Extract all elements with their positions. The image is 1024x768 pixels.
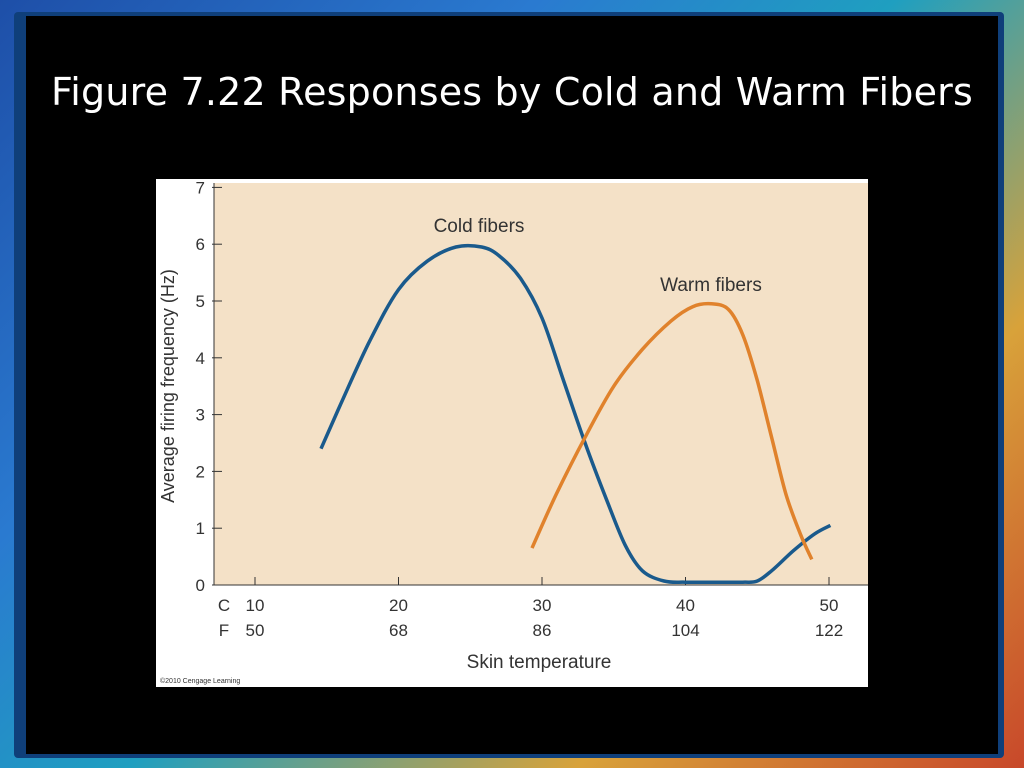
x-axis-ticks: 10 50 20 68 30 86 40 104 50 122	[246, 577, 843, 640]
x-tick-label-fahrenheit: 50	[246, 621, 265, 640]
x-tick-label-celsius: 50	[820, 596, 839, 615]
x-tick-label-celsius: 40	[676, 596, 695, 615]
figure-panel: 0 1 2 3 4 5 6 7 10 50 20 68 30 86 40 104 50 122 C F Aver…	[156, 179, 868, 687]
warm-fibers-label: Warm fibers	[660, 275, 762, 296]
cold-fibers-label: Cold fibers	[434, 216, 525, 237]
x-tick-label-fahrenheit: 86	[533, 621, 552, 640]
y-tick-label: 2	[196, 462, 205, 481]
line-chart: 0 1 2 3 4 5 6 7 10 50 20 68 30 86 40 104 50 122 C F Aver…	[158, 179, 868, 673]
y-axis-ticks: 0 1 2 3 4 5 6 7	[196, 179, 222, 595]
y-tick-label: 0	[196, 576, 205, 595]
slide-title: Figure 7.22 Responses by Cold and Warm F…	[50, 70, 974, 114]
cold-fibers-line	[319, 243, 832, 584]
y-tick-label: 4	[196, 349, 205, 368]
x-tick-label-celsius: 10	[246, 596, 265, 615]
x-tick-label-fahrenheit: 104	[671, 621, 699, 640]
copyright-note: ©2010 Cengage Learning	[160, 678, 241, 685]
warm-fibers-line	[530, 301, 814, 561]
y-tick-label: 6	[196, 235, 205, 254]
celsius-unit-label: C	[218, 596, 230, 615]
x-tick-label-celsius: 30	[533, 596, 552, 615]
y-tick-label: 5	[196, 292, 205, 311]
x-tick-label-celsius: 20	[389, 596, 408, 615]
x-tick-label-fahrenheit: 68	[389, 621, 408, 640]
x-tick-label-fahrenheit: 122	[815, 621, 843, 640]
x-axis-label: Skin temperature	[467, 652, 612, 673]
fahrenheit-unit-label: F	[219, 621, 229, 640]
series-group	[319, 243, 832, 584]
y-tick-label: 7	[196, 179, 205, 197]
y-tick-label: 3	[196, 406, 205, 425]
y-axis-label: Average firing frequency (Hz)	[158, 269, 178, 503]
y-tick-label: 1	[196, 519, 205, 538]
